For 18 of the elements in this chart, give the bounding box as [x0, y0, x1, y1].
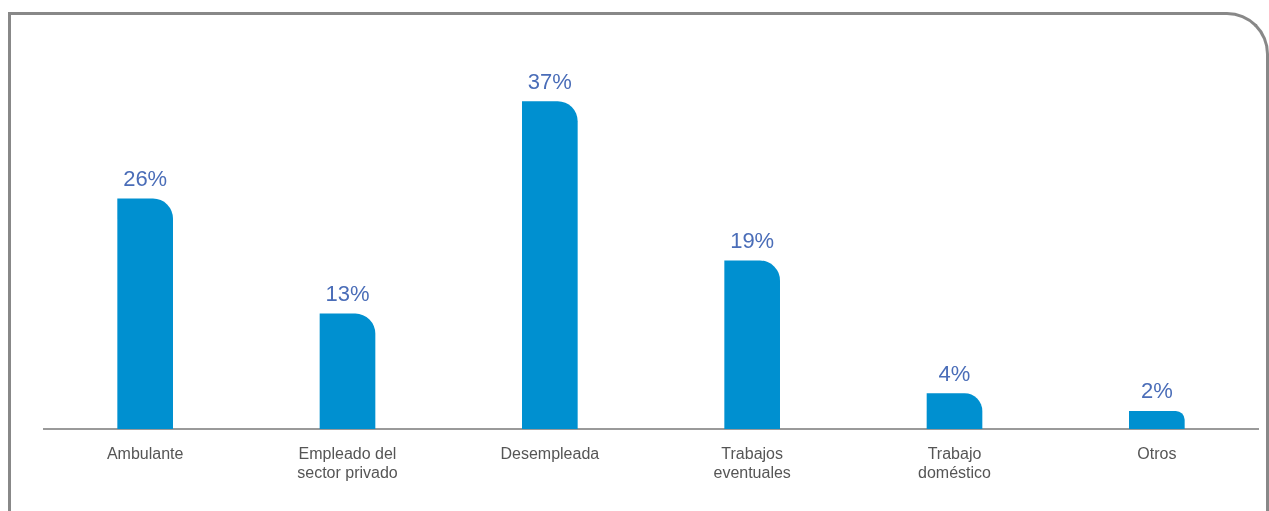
data-label: 4%: [938, 360, 971, 386]
bar: [724, 260, 780, 429]
bar: [319, 313, 376, 429]
data-label: 26%: [123, 165, 168, 191]
data-label: 37%: [527, 68, 572, 94]
data-label: 2%: [1140, 378, 1173, 404]
data-label: 19%: [730, 227, 775, 253]
bar: [522, 101, 578, 429]
data-label: 13%: [325, 281, 370, 307]
bar: [117, 198, 173, 429]
x-tick-label: Ambulante: [106, 445, 184, 463]
x-tick-label: Otros: [1137, 445, 1177, 463]
x-tick-label: Trabajo doméstico: [918, 445, 992, 482]
x-tick-label: Empleado del sector privado: [297, 445, 398, 482]
x-tick-label: Trabajos eventuales: [713, 445, 791, 482]
x-tick-label: Desempleada: [500, 445, 600, 463]
bar: [1129, 410, 1185, 429]
bar: [926, 393, 983, 429]
